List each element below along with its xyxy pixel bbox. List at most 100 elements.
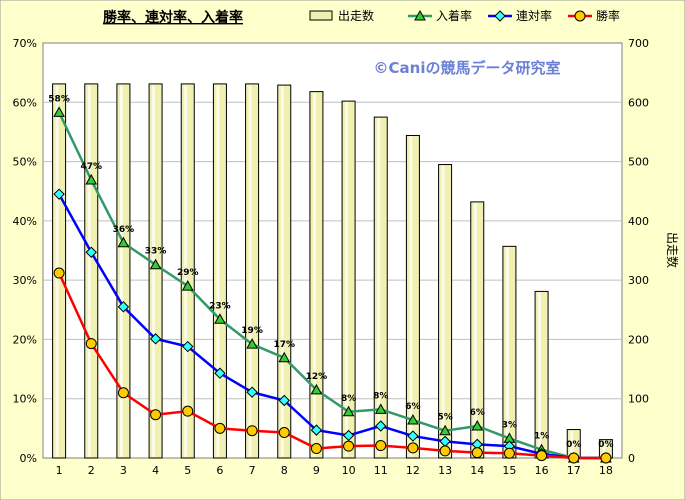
data-label: 0% [598, 440, 613, 450]
data-point [310, 383, 323, 395]
y2-tick-label: 700 [628, 37, 649, 50]
bar-highlight [538, 292, 542, 457]
series-line [57, 193, 606, 460]
data-point [149, 258, 162, 270]
data-point [536, 450, 548, 462]
watermark-text: ©Caniの競馬データ研究室 [374, 59, 561, 77]
data-label: 6% [470, 408, 485, 418]
legend: 出走数 入着率 連対率 勝率 [309, 8, 620, 23]
bar-highlight [441, 165, 445, 458]
data-label: 33% [145, 247, 167, 257]
data-point [150, 409, 162, 421]
data-point [568, 452, 580, 464]
data-point [278, 351, 291, 363]
data-point [117, 236, 130, 248]
legend-label: 出走数 [338, 8, 374, 23]
legend-label: 連対率 [516, 8, 552, 23]
x-tick-label: 4 [152, 464, 159, 477]
bar [470, 201, 485, 459]
data-point [53, 267, 65, 279]
data-point [503, 447, 515, 459]
x-tick-label: 5 [184, 464, 191, 477]
data-point [246, 386, 258, 398]
data-label: 12% [306, 372, 328, 382]
bar [212, 83, 227, 459]
data-label: 8% [341, 394, 356, 404]
data-point [214, 367, 226, 379]
bar-highlight [377, 118, 381, 457]
x-tick-label: 17 [567, 464, 581, 477]
data-point [182, 405, 194, 417]
plot-area: 0%10%20%30%40%50%60%70%01002003004005006… [13, 37, 649, 477]
data-point [439, 445, 451, 457]
data-point [182, 340, 194, 353]
bar-highlight [345, 102, 349, 457]
bar-highlight [505, 247, 509, 457]
data-point [342, 405, 355, 417]
series-line [57, 111, 606, 460]
data-label: 6% [405, 402, 420, 412]
data-label: 17% [273, 340, 295, 350]
bar-highlight [280, 86, 284, 457]
data-label: 1% [534, 432, 549, 442]
data-point [117, 301, 130, 313]
data-label: 5% [437, 413, 452, 423]
data-point [278, 394, 290, 407]
y2-tick-label: 100 [628, 393, 649, 406]
x-tick-label: 1 [56, 464, 63, 477]
legend-marker [494, 10, 506, 22]
x-tick-label: 16 [535, 464, 549, 477]
plot-background [42, 42, 623, 459]
data-point [375, 420, 387, 432]
data-point [85, 338, 97, 350]
x-tick-label: 3 [120, 464, 127, 477]
data-point [214, 313, 226, 324]
data-point [53, 188, 65, 200]
x-tick-label: 15 [502, 464, 516, 477]
y-tick-label: 70% [13, 37, 37, 50]
chart-title: 勝率、連対率、入着率 [103, 9, 243, 26]
data-label: 0% [566, 440, 581, 450]
y2-tick-label: 500 [628, 156, 649, 169]
data-point [342, 429, 355, 442]
y2-tick-label: 400 [628, 215, 649, 228]
data-point [407, 442, 419, 454]
bar [341, 100, 356, 459]
bar-highlight [119, 84, 123, 458]
x-tick-label: 18 [599, 464, 613, 477]
y2-tick-label: 600 [628, 96, 649, 109]
bar-highlight [216, 84, 220, 458]
data-point [214, 422, 226, 434]
bar-highlight [473, 202, 477, 457]
bar-highlight [152, 84, 156, 458]
y2-tick-label: 300 [628, 274, 649, 287]
data-point [149, 333, 162, 345]
bar-highlight [184, 84, 188, 458]
bar [84, 83, 99, 459]
data-point [85, 173, 98, 185]
x-tick-label: 2 [88, 464, 95, 477]
x-tick-label: 9 [313, 464, 320, 477]
data-label: 47% [80, 162, 102, 172]
legend-label: 入着率 [436, 8, 472, 23]
bar-highlight [248, 84, 252, 458]
bar-highlight [570, 430, 574, 457]
data-label: 8% [373, 391, 388, 401]
data-point [246, 338, 258, 349]
data-point [53, 106, 65, 117]
data-label: 19% [241, 326, 263, 336]
legend-marker [574, 10, 586, 22]
data-point [117, 387, 129, 399]
x-tick-label: 12 [406, 464, 420, 477]
data-point [85, 246, 97, 258]
y2-tick-label: 0 [628, 452, 635, 465]
y-tick-label: 30% [13, 274, 37, 287]
y-tick-label: 50% [13, 156, 37, 169]
data-label: 29% [177, 268, 199, 278]
data-point [407, 414, 419, 425]
x-tick-label: 10 [342, 464, 356, 477]
data-point [600, 452, 612, 464]
data-point [246, 425, 258, 437]
y-tick-label: 40% [13, 215, 37, 228]
bar [116, 83, 131, 459]
